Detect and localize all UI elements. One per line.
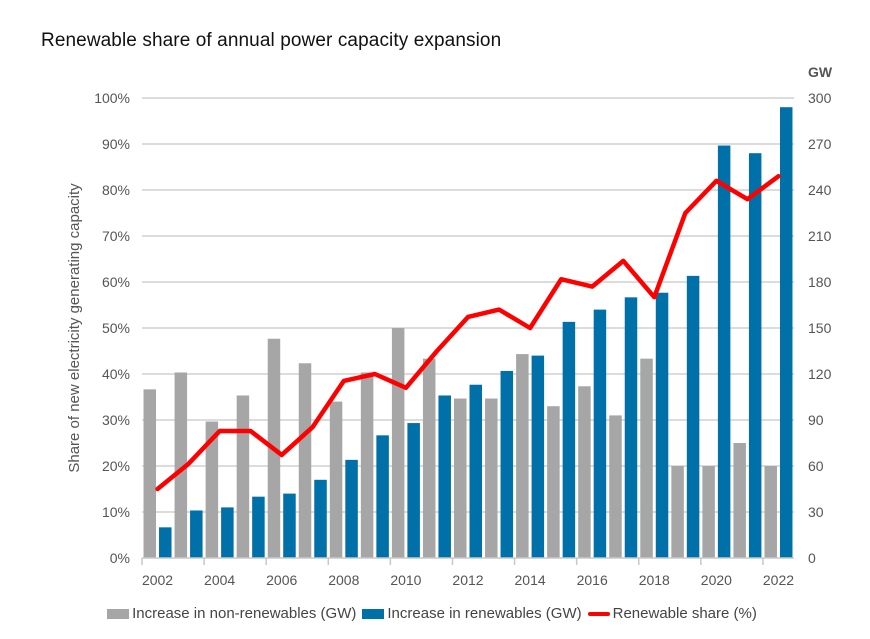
line-renewable-share [155,173,781,492]
bar-non-renewables [578,386,591,558]
y2-tick-label: 120 [808,366,832,382]
x-tick-label: 2010 [390,572,421,588]
bars [143,107,793,559]
axes: 0% 10% 20% 30% 40% 50% 60% 70% 80% 90% 100% 0 30 60 90… [94,90,831,588]
y-tick-label: 30% [102,412,130,428]
bar-renewables [500,370,514,558]
bar-non-renewables [609,415,622,558]
bar-non-renewables [236,395,250,558]
y-tick-label: 60% [102,274,130,290]
bar-non-renewables [205,421,219,558]
x-tick-label: 2014 [515,572,546,588]
y2-tick-label: 180 [808,274,832,290]
y-tick-label: 50% [102,320,130,336]
x-tick-label: 2008 [328,572,359,588]
x-tick-label: 2002 [142,572,173,588]
legend-label-renewable-share: Renewable share (%) [612,605,757,622]
x-tick-label: 2004 [204,572,235,588]
y-axis-title: Share of new electricity generating capa… [66,183,83,473]
bar-non-renewables [391,328,405,558]
y-tick-label: 10% [102,504,130,520]
bar-renewables [283,493,296,558]
legend-swatch-renewables [362,608,385,619]
bar-renewables [190,510,203,558]
y2-tick-label: 240 [808,182,832,198]
bar-renewables [655,292,669,558]
y2-tick-label: 0 [808,550,816,566]
line-series [155,173,781,492]
bar-renewables [159,527,172,558]
bar-renewables [748,153,762,558]
legend-item-renewables: Increase in renewables (GW) [362,605,582,622]
legend-item-renewable-share: Renewable share (%) [587,605,757,622]
y2-tick-label: 30 [808,504,824,520]
x-tick-label: 2018 [639,572,670,588]
y2-tick-label: 60 [808,458,824,474]
legend: Increase in non-renewables (GW) Increase… [0,605,870,622]
bar-renewables [593,309,607,558]
chart-title: Renewable share of annual power capacity… [41,30,502,51]
bar-renewables [686,275,700,558]
legend-label-non-renewables: Increase in non-renewables (GW) [132,605,357,622]
chart-svg: 0% 10% 20% 30% 40% 50% 60% 70% 80% 90% 100% 0 30 60 90… [66,64,833,588]
gridlines [142,97,794,513]
x-tick-label: 2006 [266,572,297,588]
x-tick-label: 2016 [577,572,608,588]
y-tick-label: 90% [102,136,130,152]
y2-tick-label: 300 [808,90,832,106]
y-tick-label: 40% [102,366,130,382]
bar-renewables [438,395,451,558]
bar-non-renewables [733,443,746,558]
y-tick-label: 80% [102,182,130,198]
y-tick-label: 20% [102,458,130,474]
legend-item-non-renewables: Increase in non-renewables (GW) [107,605,356,622]
y-tick-label: 0% [110,550,130,566]
bar-renewables [252,496,265,558]
bar-renewables [376,435,389,558]
bar-renewables [624,297,638,558]
bar-renewables [717,145,731,559]
bar-non-renewables [485,398,498,558]
bar-non-renewables [174,372,188,558]
bar-renewables [345,459,358,558]
bar-renewables [221,507,234,558]
bar-non-renewables [454,398,467,558]
bar-non-renewables [298,363,312,558]
bar-non-renewables [671,466,684,558]
bar-non-renewables [422,358,436,558]
x-tick-label: 2022 [763,572,794,588]
y2-tick-label: 270 [808,136,832,152]
y-tick-label: 100% [94,90,130,106]
x-tick-label: 2020 [701,572,732,588]
bar-renewables [407,423,420,558]
bar-non-renewables [702,466,715,558]
bar-non-renewables [360,372,374,558]
bar-non-renewables [547,406,560,558]
y2-tick-label: 90 [808,412,824,428]
y2-tick-label: 210 [808,228,832,244]
bar-renewables [779,107,793,558]
y2-axis-title: GW [808,64,833,80]
bar-renewables [469,384,482,558]
x-tick-label: 2012 [452,572,483,588]
legend-label-renewables: Increase in renewables (GW) [387,605,582,622]
legend-swatch-non-renewables [107,608,130,619]
bar-renewables [314,479,327,558]
bar-non-renewables [764,466,777,558]
legend-swatch-renewable-share [587,611,610,616]
bar-renewables [562,321,576,558]
bar-non-renewables [329,401,343,558]
y-tick-label: 70% [102,228,130,244]
bar-renewables [531,355,545,558]
bar-non-renewables [143,389,157,558]
bar-non-renewables [640,358,653,558]
bar-non-renewables [516,354,529,558]
y2-tick-label: 150 [808,320,832,336]
